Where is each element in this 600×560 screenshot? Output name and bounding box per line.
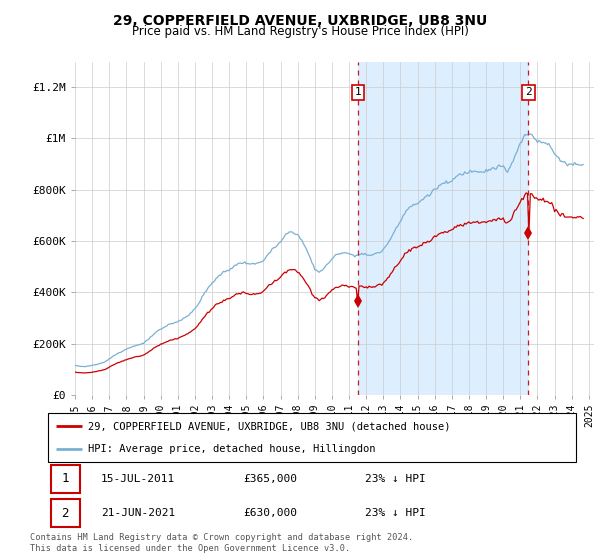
Text: 29, COPPERFIELD AVENUE, UXBRIDGE, UB8 3NU (detached house): 29, COPPERFIELD AVENUE, UXBRIDGE, UB8 3N… bbox=[88, 421, 450, 431]
FancyBboxPatch shape bbox=[48, 413, 576, 462]
Bar bbox=[358, 62, 529, 395]
Text: 21-JUN-2021: 21-JUN-2021 bbox=[101, 508, 175, 518]
FancyBboxPatch shape bbox=[50, 499, 80, 528]
Text: £365,000: £365,000 bbox=[244, 474, 298, 484]
Text: 15-JUL-2011: 15-JUL-2011 bbox=[101, 474, 175, 484]
Text: 1: 1 bbox=[355, 87, 362, 97]
Text: Contains HM Land Registry data © Crown copyright and database right 2024.
This d: Contains HM Land Registry data © Crown c… bbox=[30, 533, 413, 553]
Text: 23% ↓ HPI: 23% ↓ HPI bbox=[365, 474, 425, 484]
Text: Price paid vs. HM Land Registry's House Price Index (HPI): Price paid vs. HM Land Registry's House … bbox=[131, 25, 469, 38]
FancyBboxPatch shape bbox=[50, 465, 80, 493]
Text: 23% ↓ HPI: 23% ↓ HPI bbox=[365, 508, 425, 518]
Text: 2: 2 bbox=[525, 87, 532, 97]
Text: HPI: Average price, detached house, Hillingdon: HPI: Average price, detached house, Hill… bbox=[88, 444, 375, 454]
Text: 29, COPPERFIELD AVENUE, UXBRIDGE, UB8 3NU: 29, COPPERFIELD AVENUE, UXBRIDGE, UB8 3N… bbox=[113, 14, 487, 28]
Text: 1: 1 bbox=[61, 473, 69, 486]
Text: 2: 2 bbox=[61, 507, 69, 520]
Text: £630,000: £630,000 bbox=[244, 508, 298, 518]
